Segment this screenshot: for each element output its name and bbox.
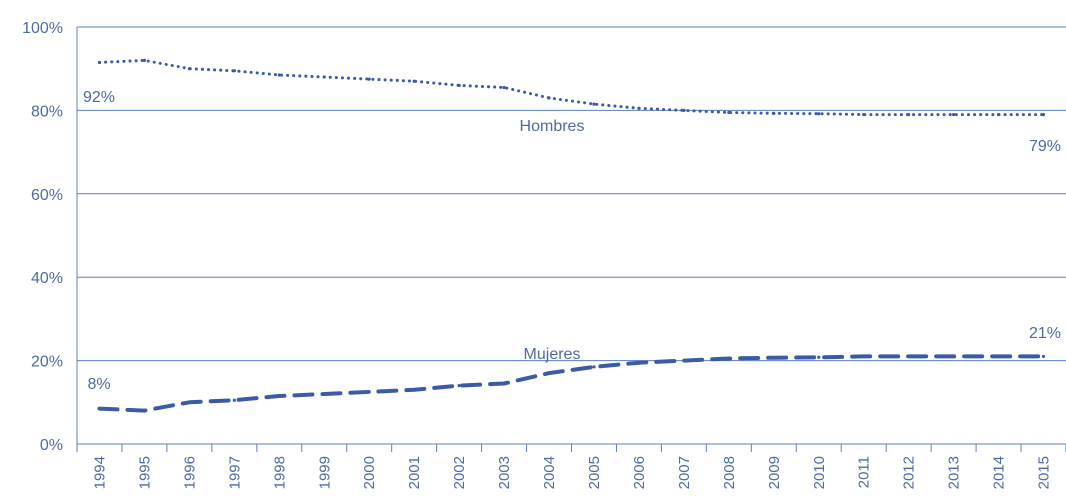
data-point-hombres (772, 111, 776, 115)
y-tick-label: 100% (22, 20, 63, 37)
data-point-hombres (322, 75, 326, 79)
data-point-mujeres (772, 356, 776, 360)
x-tick-label: 2006 (631, 456, 648, 489)
data-point-mujeres (637, 361, 641, 365)
x-tick-label: 2001 (406, 456, 423, 489)
series-lines (97, 58, 1046, 413)
data-point-mujeres (142, 409, 147, 413)
data-point-hombres (907, 112, 911, 117)
data-point-mujeres (592, 365, 596, 369)
data-point-hombres (682, 108, 686, 112)
x-tick-label: 1998 (271, 456, 288, 489)
x-tick-label: 2002 (451, 456, 468, 489)
data-point-hombres (142, 58, 147, 62)
data-point-hombres (502, 85, 506, 90)
annotation-mujeres-end: 21% (1029, 325, 1061, 342)
x-axis: 1994 1995 1996 1997 1998 1999 2000 2001 2002 2003… (76, 27, 1066, 489)
data-point-hombres (996, 112, 1001, 117)
data-point-hombres (727, 110, 731, 115)
x-tick-label: 2012 (901, 456, 918, 489)
y-axis-ticks: 0% 20% 40% 60% 80% 100% (22, 20, 63, 454)
x-tick-label: 2010 (811, 456, 828, 489)
x-tick-label: 1996 (181, 456, 198, 489)
x-tick-label: 2009 (766, 456, 783, 489)
x-tick-label: 2000 (361, 456, 378, 489)
data-point-hombres (187, 67, 191, 71)
x-tick-label: 2013 (946, 456, 963, 489)
data-point-mujeres (457, 384, 461, 388)
data-point-hombres (412, 79, 416, 83)
series-label-mujeres: Mujeres (524, 346, 581, 363)
data-point-hombres (1041, 112, 1046, 117)
gridlines (77, 26, 1066, 362)
data-point-mujeres (996, 354, 1001, 359)
data-point-mujeres (322, 392, 326, 396)
data-point-mujeres (97, 406, 102, 411)
data-point-hombres (232, 69, 236, 73)
data-point-hombres (592, 102, 596, 106)
data-point-hombres (817, 112, 821, 116)
data-point-hombres (277, 73, 281, 77)
x-tick-label: 1997 (226, 456, 243, 489)
x-tick-label: 2005 (586, 456, 603, 489)
x-tick-label: 1995 (136, 456, 153, 489)
data-point-hombres (637, 106, 641, 110)
data-point-mujeres (1041, 354, 1046, 359)
series-label-hombres: Hombres (520, 118, 585, 135)
data-point-mujeres (232, 398, 236, 402)
y-tick-label: 60% (31, 187, 63, 204)
data-point-mujeres (277, 394, 281, 398)
data-point-mujeres (952, 354, 956, 359)
data-point-hombres (367, 77, 371, 81)
data-point-mujeres (862, 354, 866, 359)
x-tick-label: 2008 (721, 456, 738, 489)
y-tick-label: 80% (31, 103, 63, 120)
data-point-mujeres (502, 381, 506, 386)
data-point-mujeres (367, 390, 371, 394)
annotation-hombres-end: 79% (1029, 138, 1061, 155)
y-tick-label: 40% (31, 270, 63, 287)
y-tick-label: 0% (40, 437, 63, 454)
x-tick-label: 1999 (316, 456, 333, 489)
data-point-hombres (952, 112, 956, 117)
data-point-mujeres (682, 359, 686, 363)
data-point-mujeres (817, 355, 821, 359)
data-point-hombres (97, 60, 102, 65)
series-line-mujeres (97, 354, 1046, 413)
annotation-hombres-start: 92% (83, 89, 115, 106)
x-tick-label: 2004 (541, 456, 558, 489)
data-point-mujeres (547, 371, 551, 375)
annotation-mujeres-start: 8% (87, 376, 110, 393)
data-point-mujeres (907, 354, 911, 359)
x-tick-label: 2014 (991, 456, 1008, 489)
data-point-hombres (457, 83, 461, 87)
y-tick-label: 20% (31, 354, 63, 371)
x-tick-label: 2015 (1036, 456, 1053, 489)
x-tick-label: 2007 (676, 456, 693, 489)
x-tick-label: 1994 (91, 456, 108, 489)
data-point-hombres (862, 112, 866, 117)
x-tick-label: 2011 (856, 456, 873, 488)
data-point-hombres (547, 96, 551, 100)
series-line-hombres (98, 58, 1045, 117)
data-point-mujeres (187, 400, 191, 404)
data-point-mujeres (412, 388, 416, 392)
x-tick-label: 2003 (496, 456, 513, 489)
data-point-mujeres (727, 356, 731, 361)
